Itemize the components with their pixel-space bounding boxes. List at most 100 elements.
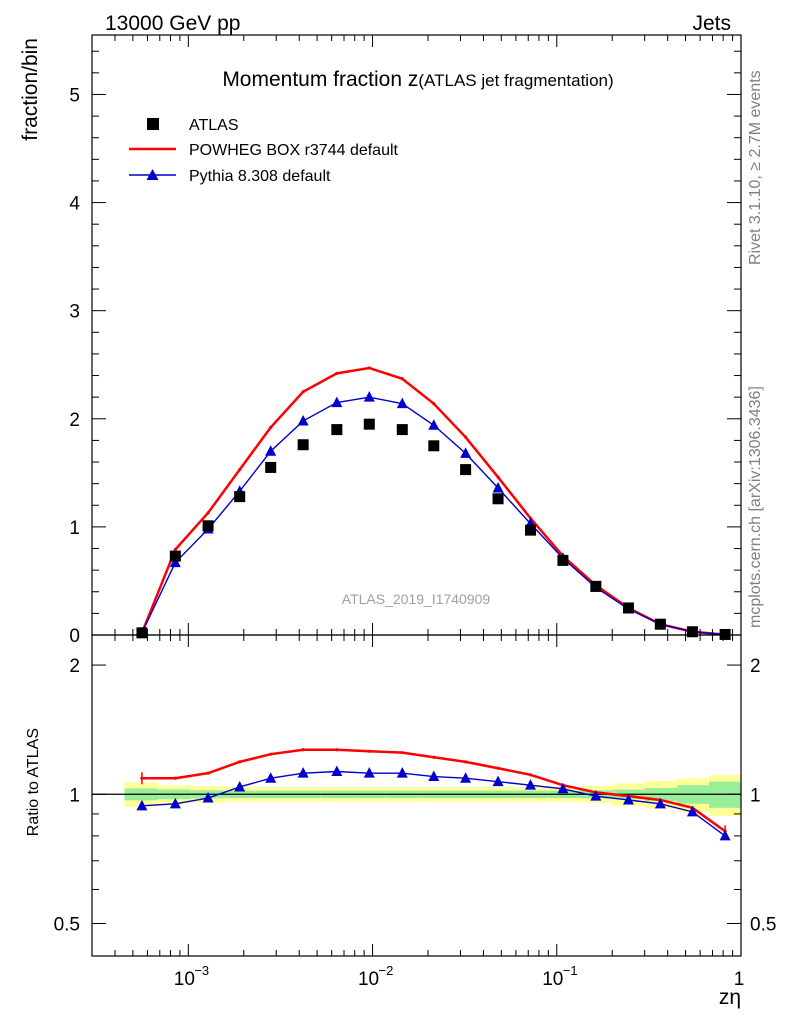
pythia-ratio-point: [524, 779, 536, 790]
process-label: Jets: [692, 12, 731, 35]
pythia-ratio-point: [202, 792, 214, 803]
powheg-ratio-point: [496, 766, 500, 770]
atlas-point: [492, 493, 504, 505]
atlas-point: [654, 618, 666, 630]
powheg-ratio-point: [173, 776, 177, 780]
top-y-axis-label: fraction/bin: [19, 38, 42, 141]
pythia-point: [297, 414, 309, 426]
ratio-panel: 10 −3 10 −2 10 −1 10.5 0.51 12 2: [54, 634, 776, 990]
powheg-point: [400, 377, 404, 381]
pythia-ratio-point: [234, 780, 246, 792]
pythia-ratio-point: [492, 775, 504, 787]
powheg-ratio-point: [400, 751, 404, 755]
powheg-ratio-point: [528, 773, 533, 777]
ratio-y-tick-label-right: 1: [750, 785, 761, 806]
atlas-point: [622, 602, 634, 614]
atlas-point: [460, 464, 472, 476]
atlas-point: [202, 520, 214, 532]
powheg-point: [367, 366, 371, 370]
pythia-point: [363, 391, 375, 402]
analysis-watermark: ATLAS_2019_I1740909: [342, 591, 491, 607]
pythia-ratio-point: [719, 829, 731, 841]
powheg-ratio-point: [238, 760, 242, 764]
powheg-point: [269, 425, 273, 430]
pythia-ratio-point: [297, 767, 309, 778]
pythia-point: [428, 419, 440, 430]
y-tick-label: 5: [69, 85, 80, 106]
powheg-point: [173, 547, 177, 552]
atlas-point: [265, 461, 277, 473]
ratio-y-tick-label-right: 0.5: [750, 914, 776, 935]
legend-pythia-label: Pythia 8.308 default: [189, 168, 331, 185]
pythia-ratio-point: [622, 793, 634, 805]
legend-atlas-marker: [147, 118, 159, 130]
ratio-y-tick-label-right: 2: [750, 656, 761, 677]
pythia-point: [331, 396, 343, 408]
x-tick-label: 1: [734, 969, 745, 990]
legend-pythia-marker: [146, 169, 159, 180]
pythia-ratio-point: [686, 805, 698, 817]
pythia-point: [169, 556, 181, 568]
legend: ATLAS POWHEG BOX r3744 default Pythia 8.…: [129, 117, 399, 185]
powheg-point: [432, 402, 436, 406]
atlas-point: [297, 439, 309, 451]
atlas-point: [686, 626, 698, 638]
chart-title-main: Momentum fraction z: [222, 68, 418, 91]
pythia-ratio-point: [590, 790, 602, 801]
powheg-point: [335, 371, 339, 375]
powheg-ratio-point: [464, 760, 468, 764]
x-tick-label: 10: [358, 969, 379, 990]
atlas-point: [524, 524, 536, 536]
pythia-ratio-point: [396, 767, 408, 778]
powheg-point: [496, 475, 500, 479]
atlas-point: [136, 627, 148, 639]
powheg-ratio-point: [335, 748, 339, 752]
x-tick-label-exponent: −3: [194, 963, 209, 978]
pythia-point: [492, 481, 504, 493]
pythia-point: [396, 397, 408, 409]
powheg-ratio-point: [367, 749, 371, 753]
powheg-ratio-point: [301, 748, 305, 752]
x-tick-label: 10: [174, 969, 195, 990]
pythia-point: [460, 447, 472, 458]
ratio-frame: [91, 634, 742, 957]
atlas-point: [557, 554, 569, 566]
pythia-ratio-point: [557, 782, 569, 794]
pythia-ratio-point: [169, 797, 181, 809]
ratio-y-axis-label: Ratio to ATLAS: [25, 728, 42, 836]
main-panel: 0 1 2 3 4 5: [69, 34, 742, 647]
pythia-ratio-point: [136, 799, 148, 811]
x-tick-label-exponent: −1: [563, 963, 578, 978]
x-axis-label: zη: [719, 986, 741, 1009]
atlas-point: [363, 418, 375, 430]
atlas-point: [169, 550, 181, 562]
pythia-ratio-point: [265, 772, 277, 783]
powheg-point: [238, 467, 242, 472]
chart-title: Momentum fraction z(ATLAS jet fragmentat…: [222, 68, 613, 91]
mcplots-info-label: mcplots.cern.ch [arXiv:1306.3436]: [747, 386, 764, 628]
powheg-ratio-point: [269, 752, 273, 756]
pythia-ratio-point: [654, 797, 666, 809]
rivet-info-label: Rivet 3.1.10, ≥ 2.7M events: [747, 70, 764, 265]
legend-powheg-label: POWHEG BOX r3744 default: [189, 142, 399, 159]
legend-atlas-label: ATLAS: [189, 117, 239, 134]
powheg-ratio-point: [432, 755, 436, 759]
ratio-y-tick-label: 2: [69, 656, 80, 677]
powheg-point: [206, 511, 210, 515]
y-tick-label: 0: [69, 626, 80, 647]
energy-label: 13000 GeV pp: [105, 12, 240, 35]
atlas-point: [396, 424, 408, 436]
atlas-point: [428, 440, 440, 452]
x-tick-label: 10: [542, 969, 563, 990]
pythia-ratio-point: [428, 770, 440, 782]
y-tick-label: 3: [69, 302, 80, 323]
y-tick-label: 4: [69, 194, 80, 215]
x-tick-label-exponent: −2: [379, 963, 394, 978]
pythia-point: [265, 445, 277, 456]
atlas-point: [234, 491, 246, 503]
pythia-ratio-point: [363, 767, 375, 778]
powheg-point: [464, 435, 468, 439]
atlas-point: [590, 580, 602, 592]
powheg-point: [301, 390, 305, 394]
